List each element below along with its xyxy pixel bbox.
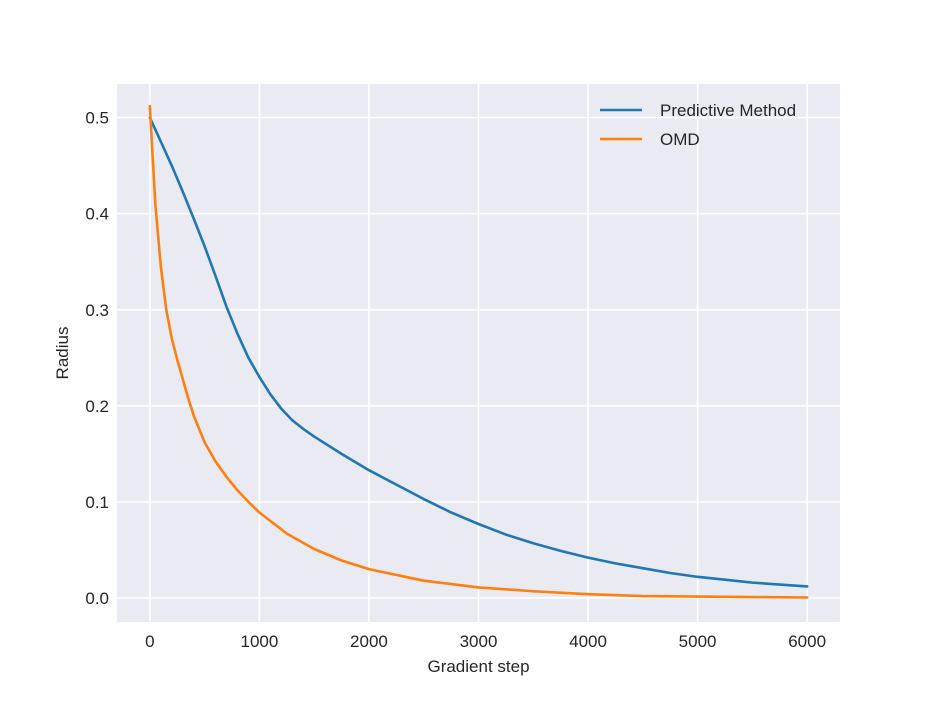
x-tick-label: 5000 xyxy=(679,632,717,651)
y-axis-label: Radius xyxy=(53,327,72,380)
x-axis-label: Gradient step xyxy=(427,657,529,676)
legend: Predictive Method OMD xyxy=(600,101,796,149)
x-tick-label: 3000 xyxy=(460,632,498,651)
y-tick-label: 0.1 xyxy=(85,493,109,512)
x-tick-label: 2000 xyxy=(350,632,388,651)
series-lines xyxy=(148,104,809,599)
y-tick-label: 0.4 xyxy=(85,205,109,224)
grid-lines xyxy=(117,84,840,622)
x-tick-label: 4000 xyxy=(569,632,607,651)
y-axis-ticks: 0.0 0.1 0.2 0.3 0.4 0.5 xyxy=(85,109,109,608)
x-tick-label: 6000 xyxy=(788,632,826,651)
legend-label: OMD xyxy=(660,130,700,149)
y-tick-label: 0.0 xyxy=(85,589,109,608)
y-tick-label: 0.3 xyxy=(85,301,109,320)
x-axis-ticks: 0 1000 2000 3000 4000 5000 6000 xyxy=(145,632,826,651)
series-line-predictive-method xyxy=(148,116,809,588)
x-tick-label: 0 xyxy=(145,632,154,651)
series-line-omd xyxy=(148,104,809,599)
x-tick-label: 1000 xyxy=(240,632,278,651)
legend-label: Predictive Method xyxy=(660,101,796,120)
y-tick-label: 0.5 xyxy=(85,109,109,128)
y-tick-label: 0.2 xyxy=(85,397,109,416)
